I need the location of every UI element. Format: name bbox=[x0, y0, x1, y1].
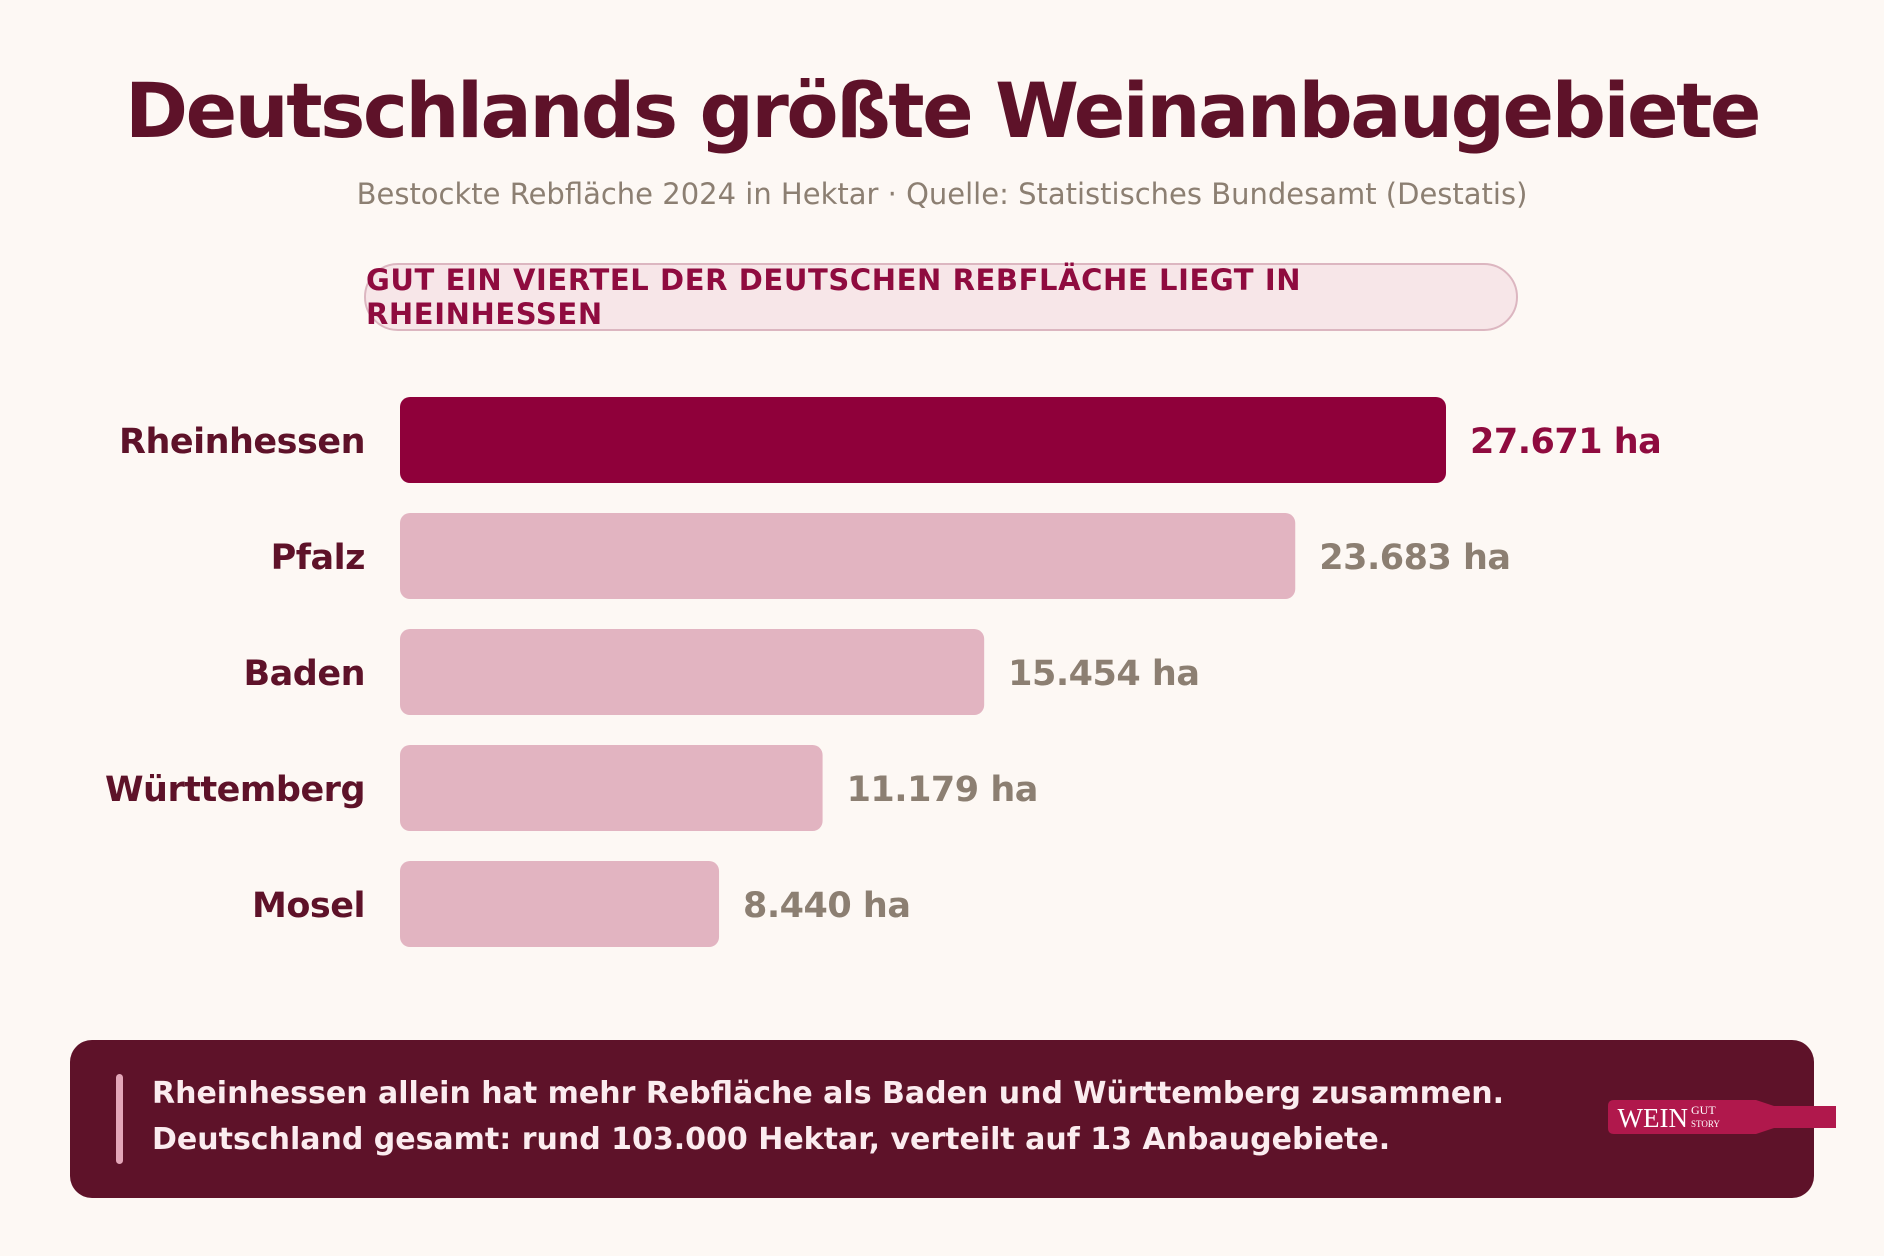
value-label: 8.440 ha bbox=[743, 886, 910, 926]
chart-title: Deutschlands größte Weinanbaugebiete bbox=[125, 66, 1761, 155]
category-label: Baden bbox=[243, 654, 365, 694]
logo-word: WEIN bbox=[1618, 1103, 1688, 1133]
bar-pfalz bbox=[400, 513, 1296, 599]
chart-subtitle: Bestockte Rebfläche 2024 in Hektar · Que… bbox=[356, 177, 1528, 211]
bar-chart: Rheinhessen 27.671 ha Pfalz 23.683 ha Baden 1… bbox=[105, 397, 1662, 947]
info-line-2: Deutschland gesamt: rund 103.000 Hektar,… bbox=[152, 1122, 1391, 1157]
category-label: Pfalz bbox=[271, 538, 365, 578]
category-label: Mosel bbox=[252, 886, 365, 926]
info-line-1: Rheinhessen allein hat mehr Rebfläche al… bbox=[152, 1076, 1504, 1111]
info-box: Rheinhessen allein hat mehr Rebfläche al… bbox=[70, 1040, 1836, 1198]
value-label: 27.671 ha bbox=[1470, 422, 1661, 462]
logo-small-bottom: STORY bbox=[1691, 1119, 1720, 1129]
bar-baden bbox=[400, 629, 985, 715]
accent-bar bbox=[116, 1074, 123, 1164]
logo-small-top: GUT bbox=[1691, 1103, 1716, 1117]
value-label: 11.179 ha bbox=[847, 770, 1038, 810]
bar-wuerttemberg bbox=[400, 745, 823, 831]
bar-rheinhessen bbox=[400, 397, 1446, 483]
value-label: 15.454 ha bbox=[1008, 654, 1199, 694]
category-label: Württemberg bbox=[105, 770, 365, 810]
weingut-story-logo: WEIN GUT STORY bbox=[1608, 1100, 1836, 1134]
bar-mosel bbox=[400, 861, 720, 947]
value-label: 23.683 ha bbox=[1319, 538, 1510, 578]
category-label: Rheinhessen bbox=[119, 422, 365, 462]
highlight-badge: GUT EIN VIERTEL DER DEUTSCHEN REBFLÄCHE … bbox=[364, 263, 1518, 331]
